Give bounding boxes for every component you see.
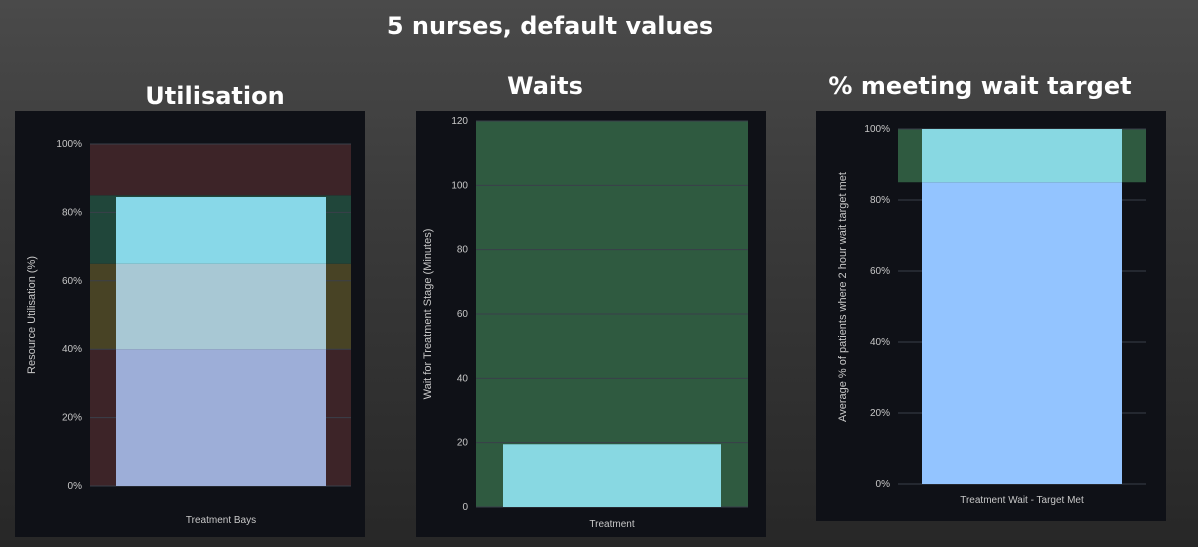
wait-target-y-axis-label: Average % of patients where 2 hour wait … [837, 172, 849, 422]
utilisation-ytick-label: 60% [62, 276, 82, 287]
waits-ytick-label: 20 [457, 438, 469, 449]
wait-target-chart-title: % meeting wait target [828, 72, 1132, 100]
waits-ytick-label: 80 [457, 245, 469, 256]
wait-target-bar-segment-1 [922, 129, 1122, 183]
waits-ytick-label: 100 [451, 180, 468, 191]
waits-chart-title: Waits [507, 72, 583, 100]
utilisation-chart-panel: 0% 20% 40% 60% 80% 100% Resource Utilisation (… [15, 111, 365, 537]
utilisation-ytick-label: 20% [62, 413, 82, 424]
waits-chart-panel: 0 20 40 60 80 100 120 Wait for Treatment Stage … [416, 111, 766, 537]
wait-target-ytick-label: 20% [870, 408, 890, 419]
utilisation-bar-segment-2 [116, 197, 326, 264]
utilisation-ytick-label: 40% [62, 344, 82, 355]
utilisation-y-axis-label: Resource Utilisation (%) [26, 256, 38, 374]
wait-target-category-label: Treatment Wait - Target Met [960, 495, 1084, 506]
utilisation-chart-title: Utilisation [145, 82, 285, 110]
utilisation-ytick-label: 100% [56, 139, 82, 150]
utilisation-bar-segment-0 [116, 349, 326, 486]
wait-target-bar-segment-0 [922, 182, 1122, 484]
wait-target-ytick-label: 40% [870, 337, 890, 348]
waits-ytick-label: 60 [457, 309, 469, 320]
wait-target-ytick-label: 60% [870, 266, 890, 277]
waits-ytick-label: 120 [451, 116, 468, 127]
wait-target-ytick-label: 80% [870, 195, 890, 206]
utilisation-ytick-label: 0% [68, 481, 83, 492]
wait-target-chart: 0% 20% 40% 60% 80% 100% Average % of patients … [837, 124, 1146, 506]
page-title: 5 nurses, default values [386, 12, 714, 40]
utilisation-band-3 [90, 144, 351, 196]
waits-y-axis-label: Wait for Treatment Stage (Minutes) [422, 229, 434, 400]
wait-target-chart-panel: 0% 20% 40% 60% 80% 100% Average % of patients … [816, 111, 1166, 521]
wait-target-ytick-label: 0% [876, 479, 891, 490]
utilisation-category-label: Treatment Bays [186, 515, 256, 526]
waits-ytick-label: 40 [457, 373, 469, 384]
utilisation-ytick-label: 80% [62, 207, 82, 218]
wait-target-ytick-label: 100% [864, 124, 890, 135]
waits-chart: 0 20 40 60 80 100 120 Wait for Treatment Stage … [422, 116, 748, 530]
waits-category-label: Treatment [589, 519, 634, 530]
utilisation-chart: 0% 20% 40% 60% 80% 100% Resource Utilisation (… [26, 139, 351, 526]
waits-ytick-label: 0 [462, 502, 468, 513]
waits-bar-segment-0 [503, 444, 721, 507]
utilisation-bar-segment-1 [116, 263, 326, 350]
